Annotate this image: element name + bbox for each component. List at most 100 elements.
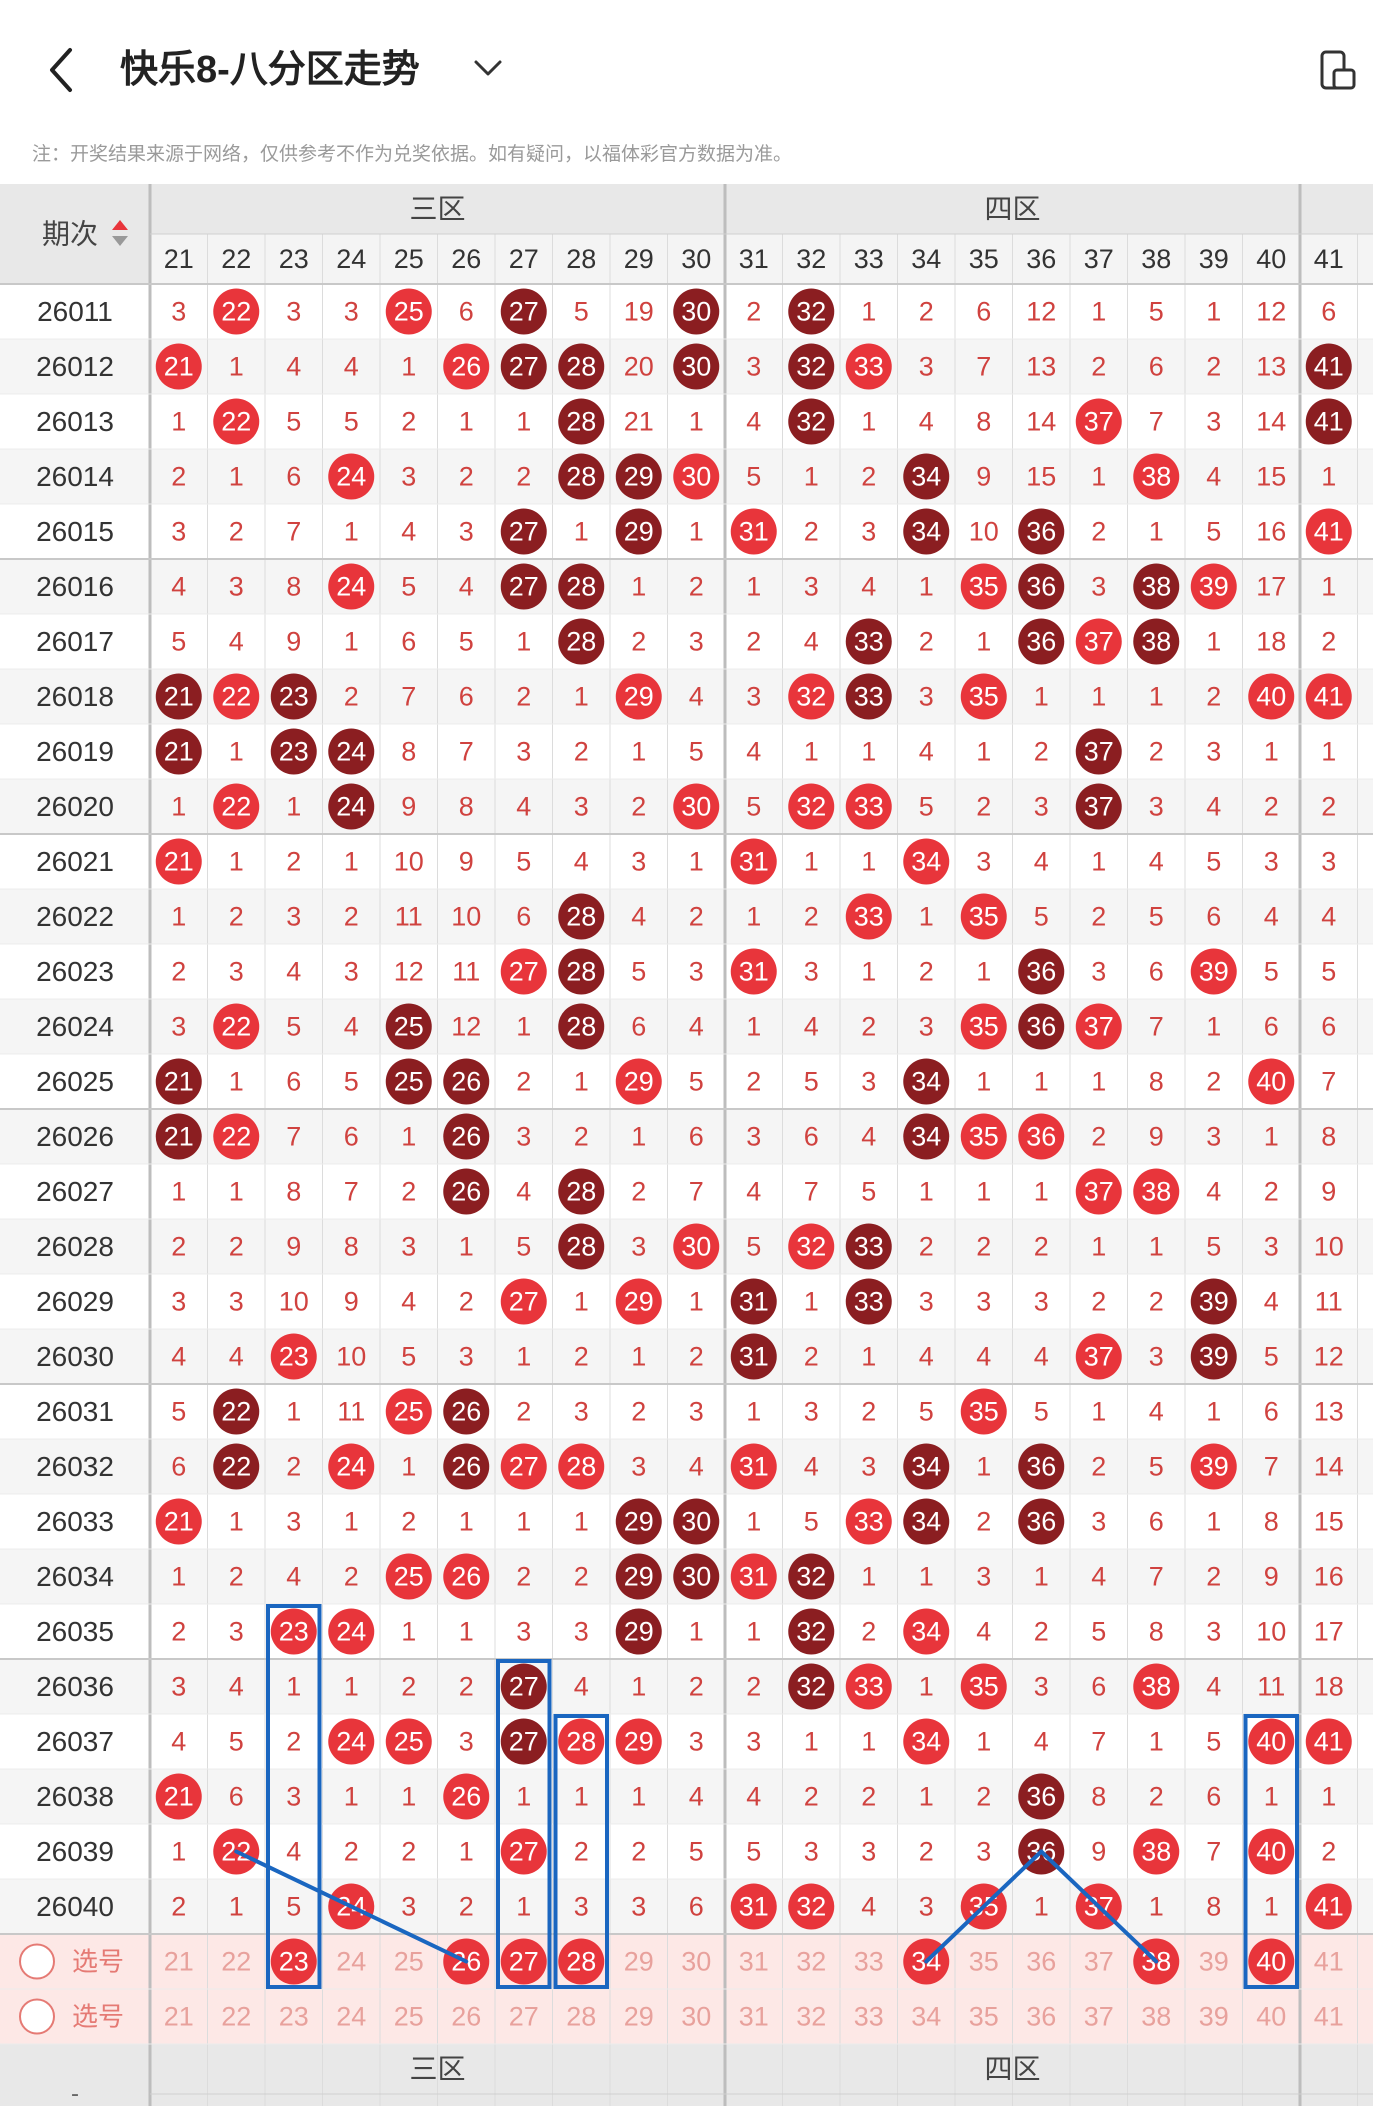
table-row	[0, 1769, 1373, 1824]
miss-count: 6	[1206, 1782, 1221, 1812]
miss-count: 5	[1206, 1232, 1221, 1262]
miss-count: 6	[1264, 1012, 1279, 1042]
miss-count: 3	[1149, 1342, 1164, 1372]
miss-count: 1	[976, 957, 991, 987]
hit-ball	[1190, 563, 1237, 610]
miss-count: 5	[1206, 1727, 1221, 1757]
miss-count: 2	[286, 1727, 301, 1757]
select-number: 33	[854, 1947, 884, 1977]
hit-number: 34	[911, 462, 941, 492]
hit-ball	[155, 838, 202, 885]
miss-count: 1	[1264, 737, 1279, 767]
chevron-down-icon[interactable]	[470, 50, 506, 86]
selected-ball[interactable]	[558, 1938, 605, 1985]
select-number: 38	[1141, 2002, 1171, 2032]
miss-count: 3	[631, 1232, 646, 1262]
miss-count: 4	[516, 1177, 531, 1207]
miss-count: 4	[689, 1012, 704, 1042]
hit-number: 33	[854, 1672, 884, 1702]
selected-number: 23	[279, 1947, 309, 1977]
miss-count: 1	[976, 627, 991, 657]
miss-count: 7	[459, 737, 474, 767]
hit-ball	[730, 508, 777, 555]
miss-count: 5	[689, 737, 704, 767]
hit-number: 39	[1199, 572, 1229, 602]
miss-count: 3	[804, 572, 819, 602]
miss-count: 2	[861, 1012, 876, 1042]
hit-ball	[1305, 1883, 1352, 1930]
miss-count: 2	[171, 1232, 186, 1262]
hit-number: 37	[1084, 1342, 1114, 1372]
miss-count: 3	[1034, 1672, 1049, 1702]
hit-number: 41	[1314, 1727, 1344, 1757]
miss-count: 5	[804, 1067, 819, 1097]
miss-count: 9	[344, 1287, 359, 1317]
miss-count: 9	[976, 462, 991, 492]
sort-arrows-icon[interactable]	[112, 220, 128, 246]
hit-number: 28	[566, 1452, 596, 1482]
hit-ball	[1075, 1168, 1122, 1215]
miss-count: 4	[286, 1837, 301, 1867]
miss-count: 2	[401, 407, 416, 437]
radio-button[interactable]	[19, 1998, 55, 2035]
hit-number: 26	[451, 1452, 481, 1482]
selected-ball[interactable]	[1248, 1938, 1295, 1985]
hit-number: 32	[796, 1892, 826, 1922]
hit-ball	[500, 1278, 547, 1325]
chevron-left-icon[interactable]	[38, 42, 88, 98]
hit-number: 26	[451, 1177, 481, 1207]
hit-ball	[615, 1498, 662, 1545]
miss-count: 2	[976, 1782, 991, 1812]
miss-count: 19	[624, 297, 654, 327]
miss-count: 1	[286, 1397, 301, 1427]
miss-count: 7	[1264, 1452, 1279, 1482]
period-cell: 26012	[36, 351, 114, 382]
miss-count: 1	[171, 1837, 186, 1867]
column-header: 28	[566, 244, 596, 274]
hit-ball	[500, 948, 547, 995]
miss-count: 2	[1091, 1122, 1106, 1152]
miss-count: 3	[171, 1287, 186, 1317]
hit-ball	[673, 453, 720, 500]
miss-count: 3	[746, 352, 761, 382]
hit-ball	[1248, 1718, 1295, 1765]
hit-ball	[1305, 343, 1352, 390]
miss-count: 1	[861, 737, 876, 767]
miss-count: 1	[1091, 297, 1106, 327]
selected-ball[interactable]	[500, 1938, 547, 1985]
hit-ball	[1018, 508, 1065, 555]
select-number: 40	[1256, 2002, 1286, 2032]
miss-count: 2	[344, 682, 359, 712]
select-number: 24	[336, 1947, 366, 1977]
miss-count: 5	[401, 572, 416, 602]
marker-line	[1039, 1849, 1159, 1964]
hit-ball	[213, 1443, 260, 1490]
hit-number: 34	[911, 1727, 941, 1757]
miss-count: 2	[1034, 737, 1049, 767]
miss-count: 8	[1149, 1067, 1164, 1097]
hit-ball	[788, 1553, 835, 1600]
hit-number: 36	[1026, 1507, 1056, 1537]
miss-count: 1	[1206, 1397, 1221, 1427]
hit-ball	[328, 453, 375, 500]
radio-button[interactable]	[19, 1943, 55, 1980]
miss-count: 2	[229, 1232, 244, 1262]
miss-count: 8	[1264, 1507, 1279, 1537]
miss-count: 3	[804, 957, 819, 987]
miss-count: 3	[1264, 847, 1279, 877]
miss-count: 1	[689, 407, 704, 437]
miss-count: 2	[1206, 1067, 1221, 1097]
miss-count: 3	[1149, 792, 1164, 822]
hit-number: 34	[911, 847, 941, 877]
selected-ball[interactable]	[270, 1938, 317, 1985]
hit-number: 38	[1141, 462, 1171, 492]
miss-count: 5	[516, 847, 531, 877]
select-number: 22	[221, 2002, 251, 2032]
hit-ball	[558, 398, 605, 445]
miss-count: 5	[286, 1892, 301, 1922]
device-icon[interactable]	[1318, 48, 1358, 94]
hit-ball	[213, 783, 260, 830]
hit-ball	[615, 1278, 662, 1325]
miss-count: 5	[286, 407, 301, 437]
miss-count: 5	[1149, 297, 1164, 327]
